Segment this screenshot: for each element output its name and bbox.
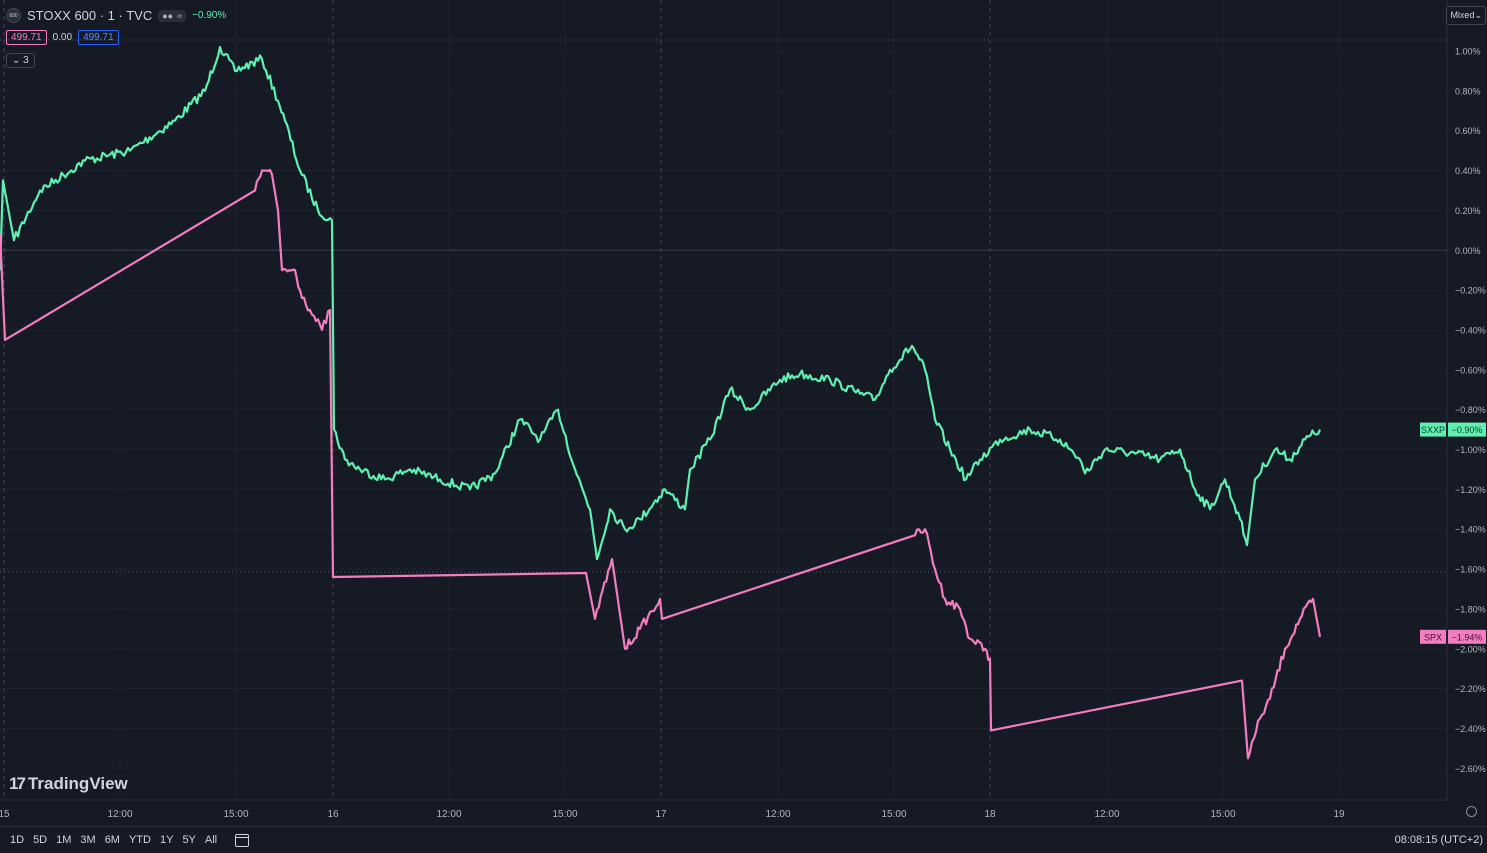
y-tick-label: −1.40% (1455, 525, 1486, 535)
indicators-count: 3 (23, 55, 29, 66)
y-tick-label: −2.20% (1455, 684, 1486, 694)
x-tick-label: 18 (984, 809, 996, 820)
series-line-sxxp[interactable] (0, 45, 1322, 561)
tradingview-logo[interactable]: 17 TradingView (9, 774, 128, 794)
x-tick-label: 12:00 (1094, 809, 1119, 820)
range-selector: 1D 5D 1M 3M 6M YTD 1Y 5Y All (10, 834, 217, 846)
bottom-toolbar: 1D 5D 1M 3M 6M YTD 1Y 5Y All 08:08:15 (UTC+2) (0, 826, 1487, 853)
series-badge-name (1420, 629, 1446, 644)
y-tick-label: 0.60% (1455, 126, 1481, 136)
y-tick-label: −1.00% (1455, 445, 1486, 455)
y-tick-label: −1.20% (1455, 485, 1486, 495)
open-value: 499.71 (6, 30, 47, 45)
compare-icon[interactable]: ≈ (177, 10, 183, 21)
ohlc-row: 499.71 0.00 499.71 (6, 30, 119, 45)
range-button-5y[interactable]: 5Y (182, 834, 196, 846)
y-tick-label: −0.80% (1455, 405, 1486, 415)
range-button-1d[interactable]: 1D (10, 834, 25, 846)
visibility-toggle[interactable]: ●● ≈ (158, 9, 187, 22)
y-tick-label: −1.60% (1455, 565, 1486, 575)
y-tick-label: −0.20% (1455, 286, 1486, 296)
x-tick-label: 12:00 (765, 809, 790, 820)
range-button-3m[interactable]: 3M (80, 834, 96, 846)
series-badge-value (1448, 629, 1486, 644)
diff-value: 0.00 (52, 32, 73, 43)
x-tick-label: 15:00 (881, 809, 906, 820)
series-badge-text: −0.90% (1452, 425, 1483, 435)
y-tick-label: −2.40% (1455, 724, 1486, 734)
y-tick-label: −0.40% (1455, 325, 1486, 335)
range-button-1m[interactable]: 1M (56, 834, 72, 846)
price-chart[interactable]: 1.00% 0.80% 0.60% 0.40% 0.20% 0.00% −0.20% −0.4… (0, 0, 1487, 826)
x-tick-label: 17 (655, 809, 667, 820)
eye-icon[interactable]: ●● (162, 10, 174, 21)
chevron-down-icon: ⌄ (1474, 10, 1482, 20)
y-tick-label: 0.20% (1455, 206, 1481, 216)
clock[interactable]: 08:08:15 (UTC+2) (1394, 834, 1483, 846)
brand-name: TradingView (27, 774, 128, 793)
y-tick-label: −1.80% (1455, 604, 1486, 614)
scale-mode-label: Mixed (1450, 10, 1475, 20)
calendar-icon[interactable] (235, 833, 250, 847)
range-button-all[interactable]: All (204, 834, 218, 846)
x-tick-label: 15 (0, 809, 10, 820)
chart-header: 600 STOXX 600 · 1 · TVC ●● ≈ −0.90% (6, 8, 226, 23)
x-tick-label: 12:00 (436, 809, 461, 820)
symbol-logo-icon[interactable]: 600 (6, 8, 21, 23)
series-badge-value (1448, 422, 1486, 437)
symbol-title[interactable]: STOXX 600 · 1 · TVC (27, 8, 153, 23)
series-line-spx[interactable] (0, 168, 1322, 760)
settings-gear-icon[interactable] (1466, 806, 1477, 817)
y-tick-label: 0.80% (1455, 86, 1481, 96)
x-tick-label: 19 (1333, 809, 1345, 820)
y-tick-label: 0.00% (1455, 246, 1481, 256)
range-button-ytd[interactable]: YTD (128, 834, 151, 846)
chevron-down-icon: ⌄ (12, 55, 21, 66)
change-percent: −0.90% (192, 10, 227, 21)
x-tick-label: 12:00 (107, 809, 132, 820)
series-badge-text: −1.94% (1452, 632, 1483, 642)
x-tick-label: 15:00 (552, 809, 577, 820)
series-badge-label: SXXP (1421, 425, 1445, 435)
y-tick-label: −2.60% (1455, 764, 1486, 774)
range-button-1y[interactable]: 1Y (159, 834, 174, 846)
x-tick-label: 16 (327, 809, 339, 820)
series-badge-name (1420, 422, 1446, 437)
y-tick-label: 1.00% (1455, 47, 1481, 57)
close-value: 499.71 (78, 30, 119, 45)
x-tick-label: 15:00 (1210, 809, 1235, 820)
y-tick-label: −2.00% (1455, 644, 1486, 654)
scale-mode-button[interactable]: Mixed⌄ (1446, 6, 1486, 25)
series-badge-label: SPX (1424, 632, 1442, 642)
y-tick-label: −0.60% (1455, 365, 1486, 375)
indicators-collapse-button[interactable]: ⌄ 3 (6, 53, 35, 68)
y-tick-label: 0.40% (1455, 166, 1481, 176)
range-button-5d[interactable]: 5D (33, 834, 48, 846)
x-tick-label: 15:00 (223, 809, 248, 820)
range-button-6m[interactable]: 6M (104, 834, 120, 846)
tradingview-mark-icon: 17 (9, 774, 26, 793)
